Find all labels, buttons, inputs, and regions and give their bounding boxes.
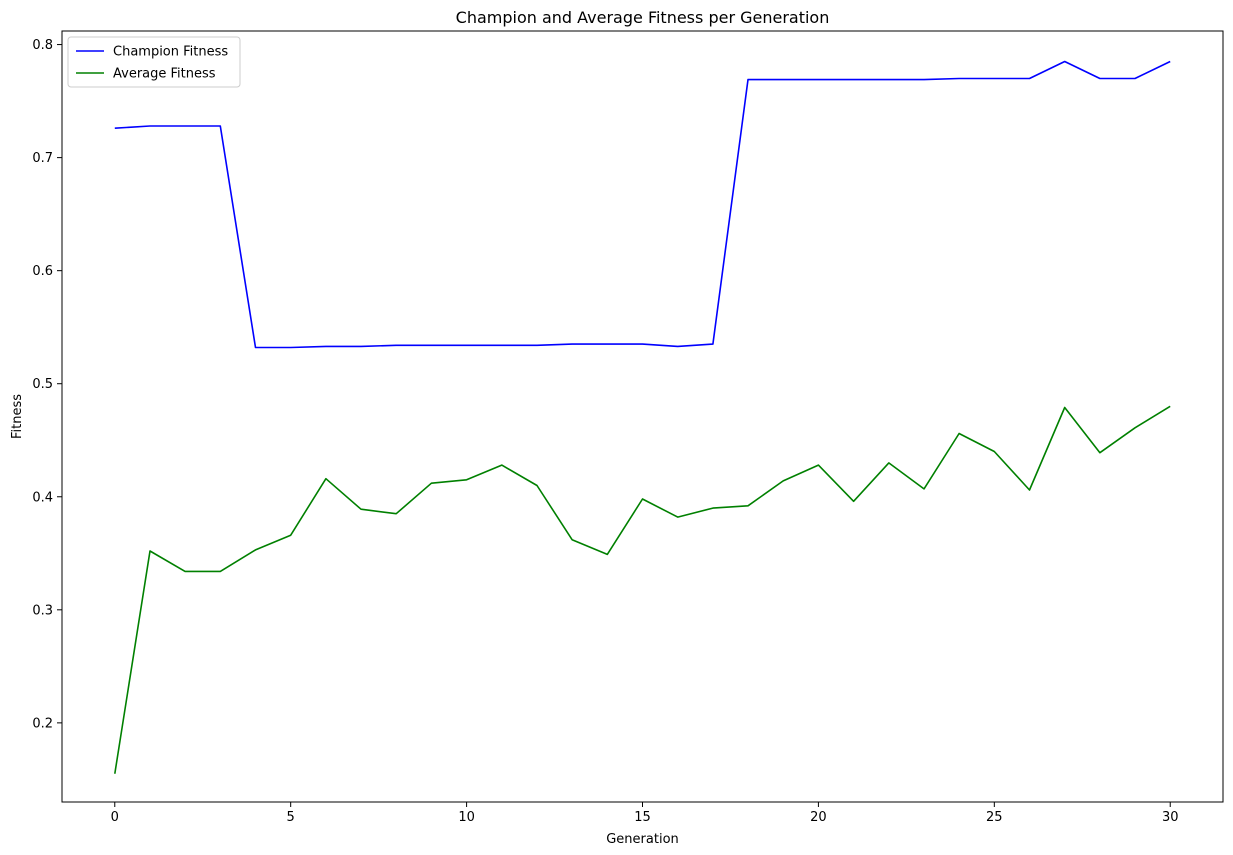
y-tick-label: 0.4 xyxy=(32,490,53,505)
y-tick-label: 0.6 xyxy=(32,264,53,279)
x-tick-label: 15 xyxy=(634,810,651,825)
y-axis-label: Fitness xyxy=(10,394,25,439)
legend-label-average-fitness: Average Fitness xyxy=(113,67,216,82)
x-tick-label: 30 xyxy=(1162,810,1179,825)
x-tick-label: 25 xyxy=(986,810,1003,825)
y-tick-label: 0.2 xyxy=(32,716,53,731)
series-line-champion-fitness xyxy=(114,60,1171,349)
plot-area xyxy=(61,30,1224,803)
chart-title: Champion and Average Fitness per Generat… xyxy=(456,8,830,27)
legend-label-champion-fitness: Champion Fitness xyxy=(113,45,228,60)
series-layer xyxy=(114,60,1171,774)
y-tick-label: 0.3 xyxy=(32,603,53,618)
legend-box xyxy=(67,36,241,88)
series-line-average-fitness xyxy=(114,405,1171,774)
x-axis-label: Generation xyxy=(606,832,679,847)
y-tick-label: 0.8 xyxy=(32,38,53,53)
y-axis-ticks: 0.2 0.3 0.4 0.5 0.6 0.7 0.8 xyxy=(32,38,62,731)
x-tick-label: 20 xyxy=(810,810,827,825)
y-tick-label: 0.5 xyxy=(32,377,53,392)
y-tick-label: 0.7 xyxy=(32,151,53,166)
x-tick-label: 0 xyxy=(111,810,119,825)
x-tick-label: 5 xyxy=(287,810,295,825)
legend: Champion Fitness Average Fitness xyxy=(67,36,241,88)
x-axis-ticks: 0 5 10 15 20 25 30 xyxy=(111,802,1179,825)
x-tick-label: 10 xyxy=(458,810,475,825)
